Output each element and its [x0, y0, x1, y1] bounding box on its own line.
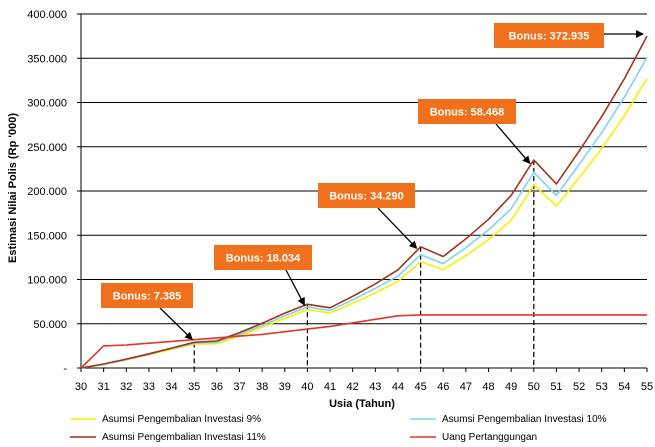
legend-label: Asumsi Pengembalian Investasi 9% — [102, 414, 261, 425]
series-line-4 — [80, 314, 647, 369]
y-tick-label: - — [63, 363, 67, 375]
axes — [77, 13, 648, 372]
annotation-box — [101, 283, 193, 308]
annotation-arrow — [159, 307, 193, 341]
y-axis-title: Estimasi Nilai Polis (Rp '000) — [7, 113, 19, 263]
series-lines — [80, 35, 648, 369]
x-tick-label: 39 — [279, 381, 291, 393]
legend-label: Uang Pertanggungan — [442, 432, 537, 443]
annotation-box — [494, 23, 604, 48]
y-tick-label: 350.000 — [27, 53, 67, 65]
x-tick-label: 42 — [347, 381, 359, 393]
x-tick-label: 45 — [414, 381, 426, 393]
x-tick-label: 34 — [165, 381, 177, 393]
legend-label: Asumsi Pengembalian Investasi 11% — [102, 432, 266, 443]
x-tick-label: 48 — [482, 381, 494, 393]
x-tick-label: 31 — [98, 381, 110, 393]
annotation-arrow — [285, 269, 305, 306]
x-tick-label: 37 — [233, 381, 245, 393]
y-tick-label: 150.000 — [27, 230, 67, 242]
y-tick-label: 250.000 — [27, 142, 67, 154]
annotation-label: Bonus: 7.385 — [113, 291, 181, 303]
bonus-marker-lines — [193, 160, 535, 368]
annotation-label: Bonus: 58.468 — [430, 107, 505, 119]
x-tick-label: 52 — [573, 381, 585, 393]
x-tick-label: 35 — [188, 381, 200, 393]
annotation-label: Bonus: 18.034 — [226, 253, 301, 265]
x-tick-label: 41 — [324, 381, 336, 393]
y-tick-labels: - 50.000 100.000 150.000 200.000 250.000 300.0… — [27, 9, 67, 375]
y-tick-label: 50.000 — [33, 319, 67, 331]
annotation-arrow — [377, 207, 418, 250]
y-tick-label: 200.000 — [27, 186, 67, 198]
x-tick-label: 38 — [256, 381, 268, 393]
legend: Asumsi Pengembalian Investasi 9% Asumsi P… — [70, 414, 607, 443]
x-tick-label: 47 — [460, 381, 472, 393]
gridlines — [81, 13, 647, 325]
x-tick-label: 50 — [528, 381, 540, 393]
y-tick-label: 300.000 — [27, 98, 67, 110]
x-tick-label: 36 — [211, 381, 223, 393]
annotation-box — [214, 245, 312, 270]
x-tick-label: 54 — [618, 381, 630, 393]
x-tick-label: 30 — [75, 381, 87, 393]
x-axis-title: Usia (Tahun) — [329, 398, 395, 410]
x-tick-label: 43 — [369, 381, 381, 393]
y-tick-label: 400.000 — [27, 9, 67, 21]
x-tick-label: 49 — [505, 381, 517, 393]
x-tick-label: 33 — [143, 381, 155, 393]
x-tick-label: 46 — [437, 381, 449, 393]
x-tick-label: 32 — [120, 381, 132, 393]
x-tick-label: 40 — [301, 381, 313, 393]
annotation-label: Bonus: 34.290 — [329, 191, 404, 203]
annotation-box — [418, 99, 516, 124]
legend-label: Asumsi Pengembalian Investasi 10% — [442, 414, 607, 425]
x-tick-label: 53 — [596, 381, 608, 393]
annotation-label: Bonus: 372.935 — [509, 31, 590, 43]
series-line-1 — [80, 78, 648, 369]
x-tick-label: 55 — [641, 381, 653, 393]
annotation-box — [318, 183, 415, 208]
x-tick-label: 51 — [550, 381, 562, 393]
series-line-3 — [80, 35, 648, 369]
x-tick-label: 44 — [392, 381, 404, 393]
bonus-annotations: Bonus: 7.385 Bonus: 18.034 Bonus: 34.290 Bo… — [101, 23, 644, 341]
x-tick-labels: 30 31 32 33 34 35 36 37 38 39 40 41 42 43 44 45 46 47 48 49… — [75, 381, 653, 393]
y-tick-label: 100.000 — [27, 275, 67, 287]
annotation-arrow — [495, 123, 531, 165]
